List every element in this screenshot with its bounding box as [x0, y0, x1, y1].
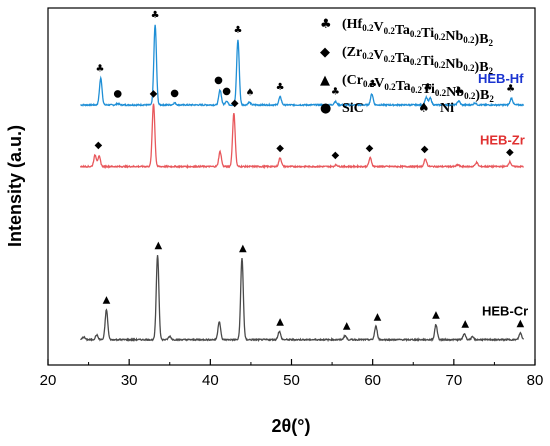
circle-peak-marker: ●	[113, 89, 122, 100]
series-label-heb-hf: HEB-Hf	[478, 71, 524, 86]
legend-circle-icon: ●	[320, 101, 331, 116]
circle-peak-marker: ●	[214, 75, 223, 86]
diamond-peak-marker: ◆	[94, 140, 102, 151]
peak-markers: ♣●♣●●●♣♠ ♣ ♣♣ ♣ ♣ ♣◆◆◆◆◆◆ ◆ ◆▲▲ ▲▲ ▲▲ ▲▲ ▲	[94, 10, 524, 332]
legend-label-diamond: (Zr0.2V0.2Ta0.2Ti0.2Nb0.2)B2	[342, 45, 494, 76]
club-peak-marker: ♣	[454, 86, 463, 97]
diamond-peak-marker: ◆	[421, 144, 429, 155]
legend-diamond-icon: ◆	[320, 45, 330, 60]
legend-triangle-icon: ▲	[320, 73, 330, 88]
legend-club-icon: ♣	[320, 17, 332, 32]
series-layer	[79, 24, 525, 343]
x-tick-label-20: 20	[40, 372, 57, 389]
triangle-peak-marker: ▲	[517, 318, 525, 329]
club-peak-marker: ♣	[276, 82, 285, 93]
legend-label-club: (Hf0.2V0.2Ta0.2Ti0.2Nb0.2)B2	[342, 17, 494, 48]
diamond-peak-marker: ◆	[150, 88, 158, 99]
club-peak-marker: ♣	[506, 83, 515, 94]
series-label-heb-zr: HEB-Zr	[480, 133, 525, 148]
circle-peak-marker: ●	[170, 88, 179, 99]
x-tick-label-60: 60	[364, 372, 381, 389]
series-line-heb-hf	[80, 24, 525, 108]
club-peak-marker: ♣	[368, 79, 377, 90]
diamond-peak-marker: ◆	[366, 143, 374, 154]
x-axis-title: 2θ(°)	[272, 416, 311, 436]
y-axis-title: Intensity (a.u.)	[5, 125, 25, 247]
triangle-peak-marker: ▲	[103, 295, 111, 306]
legend: ♣ (Hf0.2V0.2Ta0.2Ti0.2Nb0.2)B2 ◆ (Zr0.2V0.2…	[320, 17, 494, 116]
diamond-peak-marker: ◆	[276, 143, 284, 154]
circle-peak-marker: ●	[222, 86, 231, 97]
triangle-peak-marker: ▲	[276, 316, 284, 327]
x-axis: 20 30 40 50 60 70 80	[40, 359, 544, 389]
club-peak-marker: ♣	[95, 63, 104, 74]
triangle-peak-marker: ▲	[343, 321, 351, 332]
x-tick-label-80: 80	[527, 372, 544, 389]
x-tick-label-70: 70	[445, 372, 462, 389]
x-tick-label-50: 50	[283, 372, 300, 389]
series-line-heb-zr	[79, 103, 524, 170]
series-labels: HEB-Hf HEB-Zr HEB-Cr	[478, 71, 528, 319]
club-peak-marker: ♣	[233, 25, 242, 36]
legend-label-spade: Ni	[440, 101, 454, 116]
diamond-peak-marker: ◆	[331, 150, 339, 161]
triangle-peak-marker: ▲	[155, 240, 163, 251]
series-label-heb-cr: HEB-Cr	[482, 304, 528, 319]
x-tick-label-40: 40	[202, 372, 219, 389]
diamond-peak-marker: ◆	[231, 98, 239, 109]
spade-peak-marker: ♠	[246, 87, 255, 98]
triangle-peak-marker: ▲	[239, 243, 247, 254]
club-peak-marker: ♣	[423, 83, 432, 94]
triangle-peak-marker: ▲	[374, 311, 382, 322]
x-tick-label-30: 30	[121, 372, 138, 389]
triangle-peak-marker: ▲	[432, 310, 440, 321]
legend-spade-icon: ♠	[418, 101, 430, 116]
legend-label-triangle: (Cr0.2V0.2Ta0.2Ti0.2Nb0.2)B2	[342, 73, 494, 104]
club-peak-marker: ♣	[331, 87, 340, 98]
club-peak-marker: ♣	[151, 10, 160, 21]
series-line-heb-cr	[80, 255, 525, 343]
diamond-peak-marker: ◆	[506, 147, 514, 158]
triangle-peak-marker: ▲	[461, 319, 469, 330]
legend-label-circle: SiC	[342, 101, 364, 116]
